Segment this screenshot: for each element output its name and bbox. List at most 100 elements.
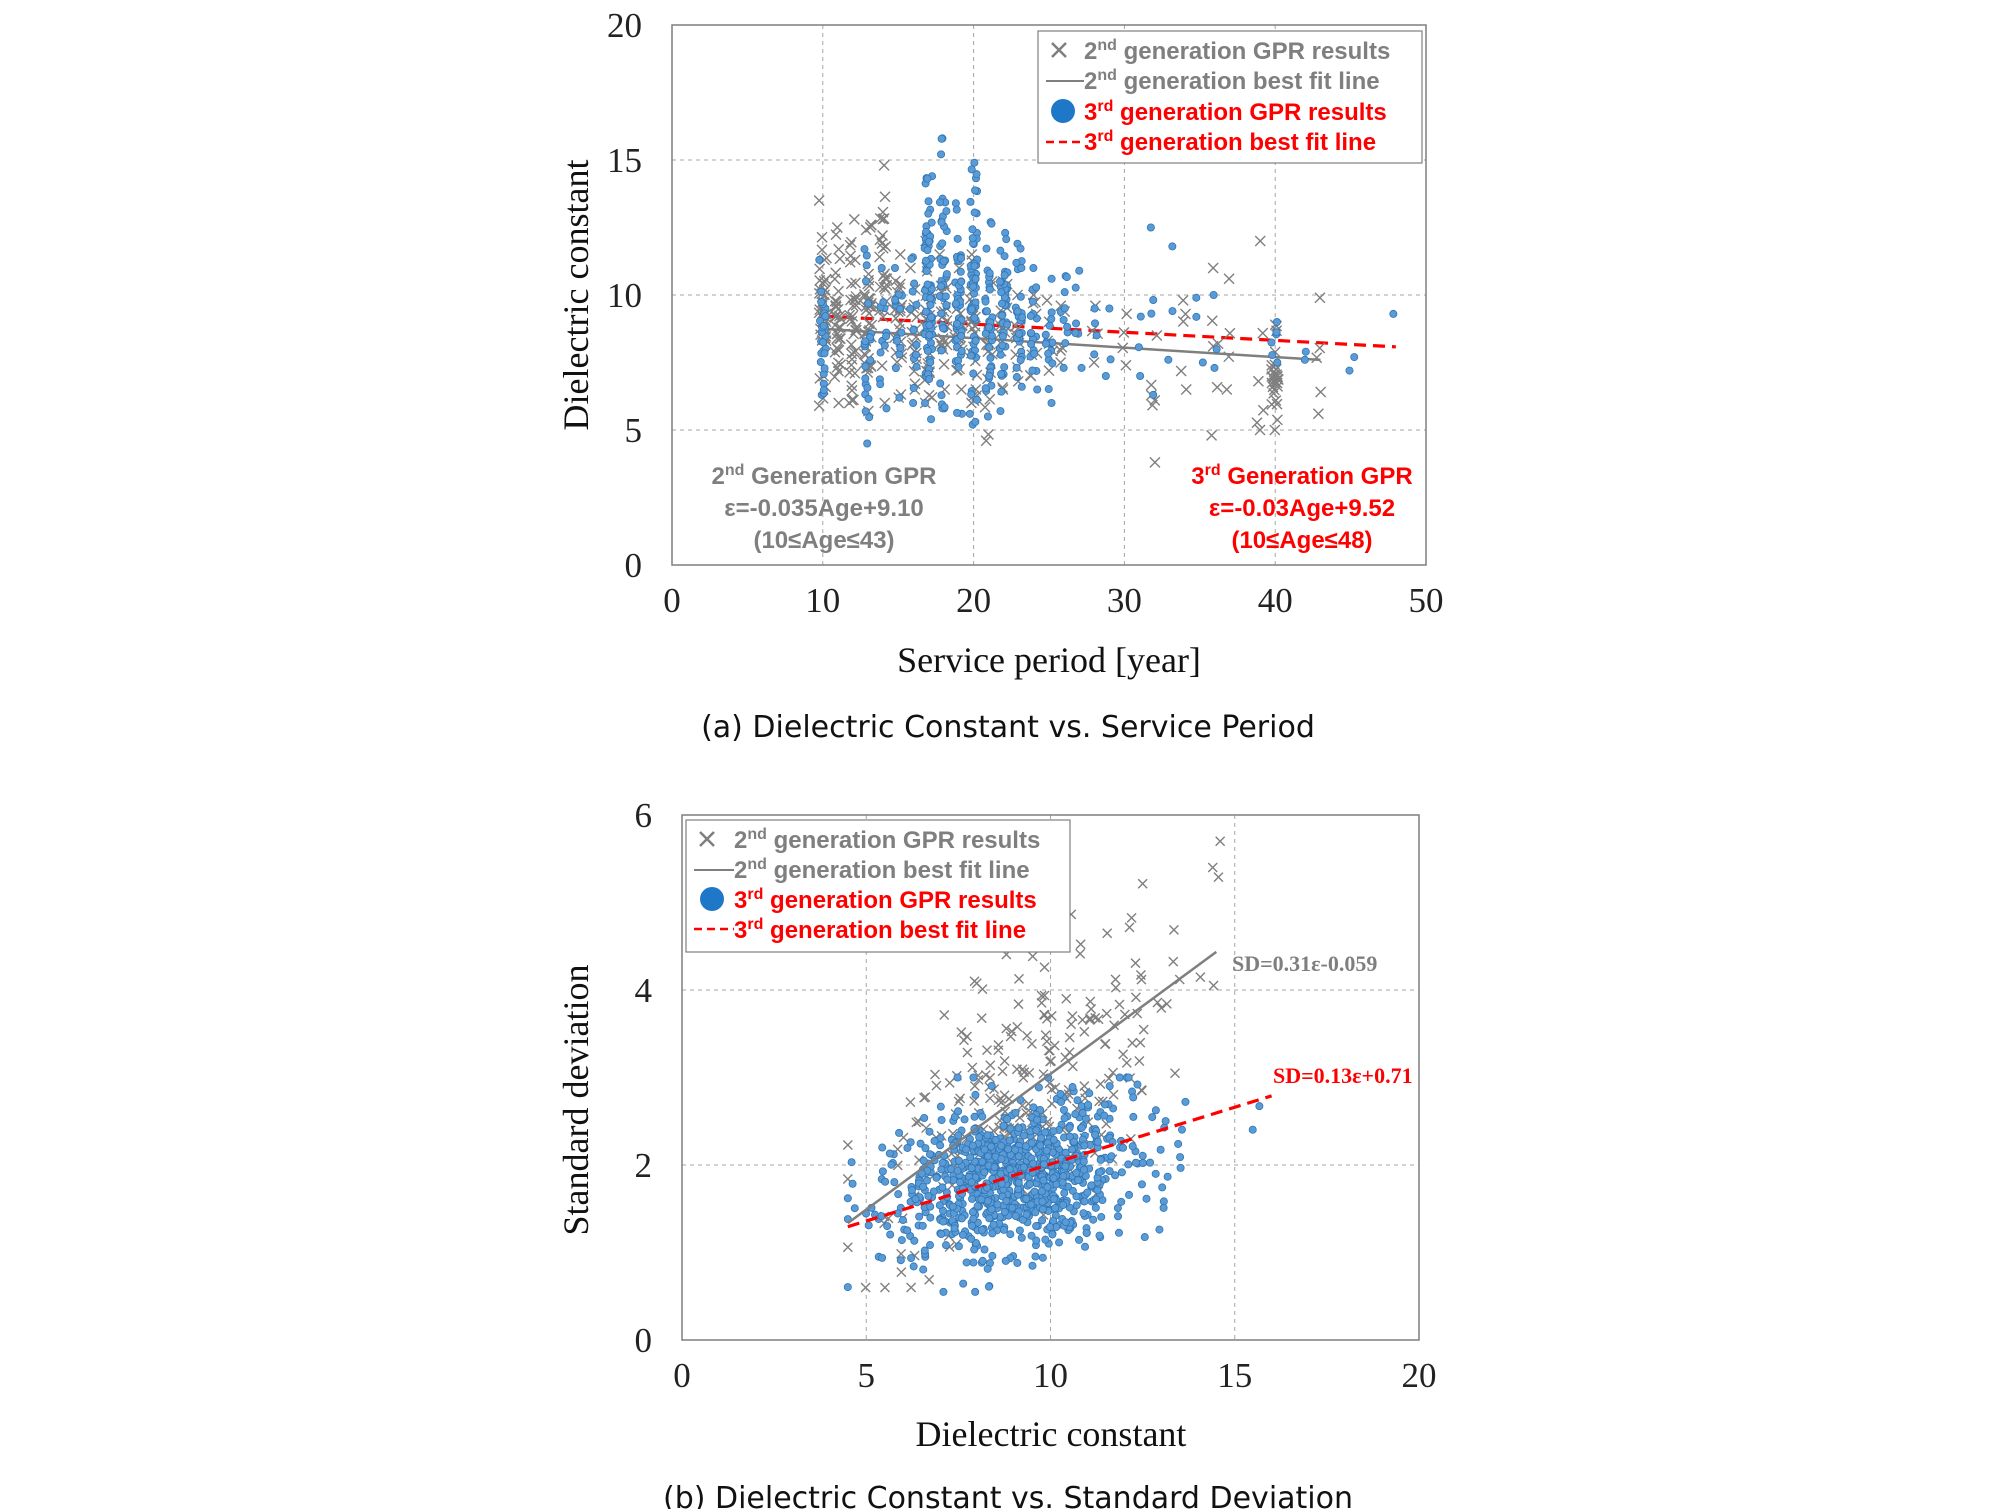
- gen3-point: [1097, 1212, 1106, 1221]
- gen2-point: [1224, 327, 1236, 339]
- gen3-point: [998, 332, 1007, 341]
- gen3-point: [923, 174, 932, 183]
- gen2-point: [1075, 939, 1086, 950]
- gen3-point: [1048, 338, 1057, 347]
- gen3-point: [1003, 1115, 1012, 1124]
- gen3-point: [1039, 1176, 1048, 1185]
- gen2-point: [893, 282, 905, 294]
- gen2-point: [830, 229, 842, 241]
- gen2-point: [1067, 1011, 1078, 1022]
- gen3-point: [1055, 1238, 1064, 1247]
- gen3-points-b: [843, 1073, 1264, 1296]
- gen3-point: [1000, 252, 1009, 261]
- y-tick-label: 0: [635, 1321, 653, 1360]
- gen3-point: [1026, 311, 1035, 320]
- gen2-point: [1207, 262, 1219, 274]
- gen3-point: [938, 239, 947, 248]
- legend-item-gen3-results-a: 3rd generation GPR results: [1051, 98, 1387, 126]
- gen3-point: [1089, 1215, 1098, 1224]
- gen3-point: [816, 357, 825, 366]
- gen2-point: [1138, 1024, 1149, 1035]
- gen3-point: [1044, 349, 1053, 358]
- gen2-point: [1026, 1038, 1037, 1049]
- gen3-point: [864, 1221, 873, 1230]
- gen3-point: [925, 321, 934, 330]
- gen3-point: [921, 256, 930, 265]
- gen3-point: [1022, 1210, 1031, 1219]
- gen2-point: [894, 249, 906, 260]
- gen2-point: [1268, 366, 1280, 378]
- gen3-point: [1198, 358, 1207, 367]
- gen3-point: [1142, 1194, 1151, 1203]
- gen3-point: [912, 350, 921, 359]
- gen2-point: [842, 1242, 853, 1253]
- gen3-point: [971, 417, 980, 426]
- gen2-point: [847, 300, 859, 312]
- gen2-point: [816, 231, 828, 243]
- gen3-point: [1148, 1113, 1157, 1122]
- gen3-point: [865, 413, 874, 422]
- gen2-point: [985, 1093, 995, 1104]
- gen2-point: [845, 339, 857, 351]
- gen3-point: [1030, 349, 1039, 358]
- gen3-point: [876, 380, 885, 389]
- gen2-point: [997, 1066, 1008, 1077]
- gen2-point: [1170, 1068, 1180, 1079]
- gen3-point: [1268, 351, 1277, 360]
- gen3-point: [997, 299, 1006, 308]
- gen3-point: [1159, 1203, 1168, 1212]
- gen3-point: [937, 346, 946, 355]
- gen3-point: [1272, 328, 1281, 337]
- gen3-point: [921, 1144, 930, 1153]
- gen2-point: [955, 384, 967, 395]
- gen3-point: [1079, 1157, 1088, 1166]
- gen3-point: [1041, 339, 1050, 348]
- gen3-point: [967, 165, 976, 174]
- gen3-point: [1017, 1233, 1026, 1242]
- gen3-point: [1016, 244, 1025, 253]
- gen2-point: [813, 195, 825, 206]
- y-tick-label: 20: [607, 6, 642, 45]
- gen2-point: [977, 984, 988, 995]
- gen2-point: [866, 319, 878, 331]
- gen2-point: [846, 394, 858, 406]
- gen2-point: [846, 348, 858, 360]
- gen3-point: [1100, 1100, 1109, 1109]
- gen2-point: [1206, 315, 1218, 327]
- gen3-point: [1047, 274, 1056, 283]
- gen3-point: [948, 1202, 957, 1211]
- gen3-point: [971, 336, 980, 345]
- gen3-point: [1003, 320, 1012, 329]
- gen2-point: [930, 1069, 941, 1080]
- annotation-gen3-range-a: (10≤Age≤48): [1231, 527, 1372, 554]
- gen3-point: [1011, 1108, 1020, 1117]
- gen3-point: [978, 1157, 987, 1166]
- gen3-point: [882, 404, 891, 413]
- gen3-point: [967, 305, 976, 314]
- gen2-point: [976, 1013, 987, 1024]
- gen3-point: [1176, 1163, 1185, 1172]
- gen2-point: [969, 1081, 980, 1092]
- gen3-point: [1056, 1090, 1065, 1099]
- gen3-point: [1063, 322, 1072, 331]
- gen3-point: [970, 208, 979, 217]
- gen3-point: [1255, 1102, 1264, 1111]
- gen3-point: [923, 246, 932, 255]
- gen3-point: [877, 263, 886, 272]
- gen3-point: [861, 337, 870, 346]
- gen3-point: [954, 1242, 963, 1251]
- gen3-point: [924, 1192, 933, 1201]
- annotation-gen3-equation-a: ε=-0.03Age+9.52: [1209, 495, 1395, 522]
- gen2-point: [1090, 1012, 1101, 1023]
- gen3-point: [975, 1133, 984, 1142]
- legend-frame-a: [1037, 30, 1423, 164]
- gen2-point: [877, 311, 889, 323]
- gen3-point: [1019, 1163, 1028, 1172]
- gen3-point: [1095, 1168, 1104, 1177]
- gen3-point: [912, 300, 921, 309]
- gen3-point: [1028, 366, 1037, 375]
- gen3-point: [970, 158, 979, 167]
- gen3-point: [1146, 223, 1155, 232]
- gen2-point: [1039, 962, 1050, 973]
- gen2-point: [1041, 1013, 1052, 1024]
